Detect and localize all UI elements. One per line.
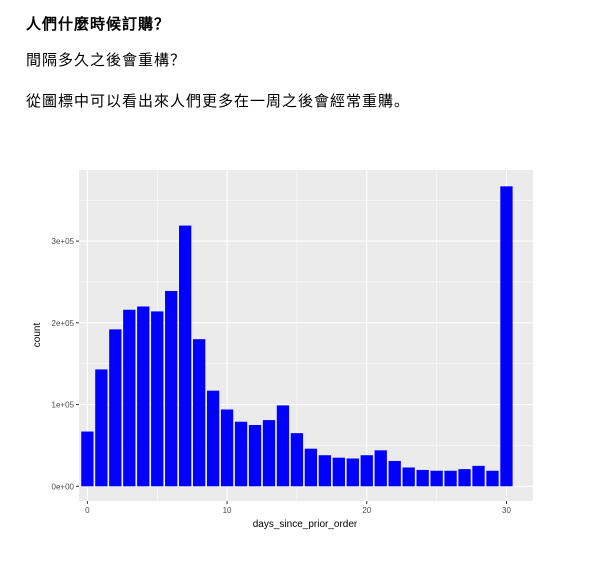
x-axis-ticks: 0 10 20 30 — [85, 501, 511, 515]
x-tick-label: 30 — [502, 506, 511, 515]
bar — [444, 470, 457, 487]
y-axis-title: count — [32, 323, 43, 348]
bar — [374, 450, 387, 487]
bar — [220, 409, 234, 487]
bar — [416, 469, 429, 487]
bar — [402, 467, 415, 487]
bar — [388, 460, 401, 487]
bar — [500, 186, 513, 487]
bar — [109, 329, 122, 487]
bar — [276, 405, 290, 487]
bars — [81, 186, 513, 487]
page-heading: 人們什麼時候訂購？ — [26, 15, 171, 33]
bar — [346, 458, 359, 487]
bar — [472, 465, 485, 487]
bar — [137, 306, 150, 487]
y-tick-label: 1e+05 — [52, 401, 75, 410]
bar — [458, 469, 471, 487]
y-tick-label: 0e+00 — [52, 482, 75, 491]
bar — [234, 421, 248, 487]
bar — [360, 455, 373, 487]
bar — [304, 448, 318, 487]
bar — [262, 420, 276, 487]
page-subheading: 間隔多久之後會重構？ — [26, 51, 187, 69]
y-tick-label: 2e+05 — [52, 319, 75, 328]
bar — [486, 470, 499, 487]
bar — [290, 433, 304, 487]
bar — [332, 457, 345, 487]
bar — [95, 369, 108, 487]
bar — [430, 470, 443, 487]
bar — [206, 390, 220, 487]
x-tick-label: 10 — [223, 506, 232, 515]
x-tick-label: 20 — [362, 506, 371, 515]
bar — [151, 311, 164, 487]
bar — [165, 290, 178, 487]
x-axis-title: days_since_prior_order — [253, 519, 358, 530]
page-paragraph: 從圖標中可以看出來人們更多在一周之後會經常重購。 — [26, 92, 411, 110]
bar — [179, 225, 192, 487]
bar — [248, 424, 262, 487]
y-axis-ticks: 0e+00 1e+05 2e+05 3e+05 — [52, 237, 79, 491]
bar — [318, 455, 332, 487]
bar — [123, 309, 136, 487]
bar — [192, 339, 206, 487]
y-tick-label: 3e+05 — [52, 237, 75, 246]
x-tick-label: 0 — [85, 506, 90, 515]
bar — [81, 431, 94, 487]
